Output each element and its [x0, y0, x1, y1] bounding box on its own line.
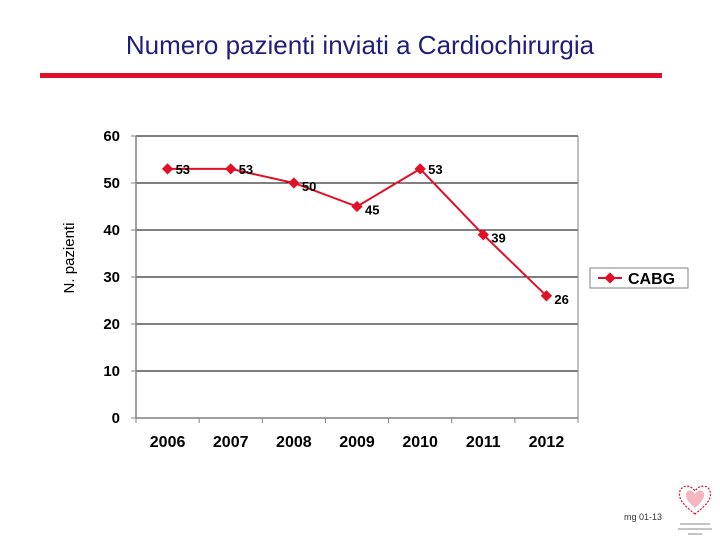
- title-accent-rule: [40, 73, 662, 78]
- data-point-marker: [477, 229, 489, 241]
- y-tick-label: 20: [103, 316, 120, 333]
- y-axis-title: N. pazienti: [61, 223, 78, 294]
- x-tick-label: 2006: [150, 434, 186, 451]
- footer-code: mg 01-13: [624, 512, 663, 522]
- legend-box: [589, 267, 689, 289]
- data-label: 50: [302, 179, 316, 194]
- data-point-marker: [225, 163, 237, 175]
- x-tick-label: 2009: [339, 434, 375, 451]
- data-label: 53: [428, 162, 442, 177]
- y-tick-label: 30: [103, 269, 120, 286]
- data-point-marker: [540, 290, 553, 302]
- x-tick-label: 2010: [402, 434, 438, 451]
- data-label: 53: [239, 162, 253, 177]
- heart-logo-shape: [678, 485, 712, 515]
- data-point-marker: [414, 163, 426, 175]
- data-label: 53: [176, 162, 190, 177]
- y-tick-label: 60: [103, 128, 120, 145]
- data-point-marker: [161, 163, 174, 175]
- data-label: 39: [491, 231, 505, 246]
- y-tick-label: 50: [103, 175, 120, 192]
- x-tick-label: 2011: [466, 434, 501, 451]
- data-label: 26: [554, 292, 568, 307]
- data-label: 45: [365, 203, 379, 218]
- y-tick-label: 10: [103, 363, 120, 380]
- heart-logo-inner: [685, 490, 705, 508]
- data-point-marker: [351, 200, 363, 213]
- data-point-marker: [288, 177, 300, 189]
- y-tick-label: 0: [112, 410, 120, 427]
- heart-logo: [678, 485, 712, 535]
- x-tick-label: 2007: [213, 434, 249, 451]
- slide-title: Numero pazienti inviati a Cardiochirurgi…: [125, 30, 595, 60]
- x-tick-label: 2012: [529, 434, 565, 451]
- legend-marker: [604, 272, 616, 284]
- y-tick-label: 40: [103, 222, 120, 239]
- legend-label: CABG: [628, 271, 675, 288]
- x-tick-label: 2008: [276, 434, 312, 451]
